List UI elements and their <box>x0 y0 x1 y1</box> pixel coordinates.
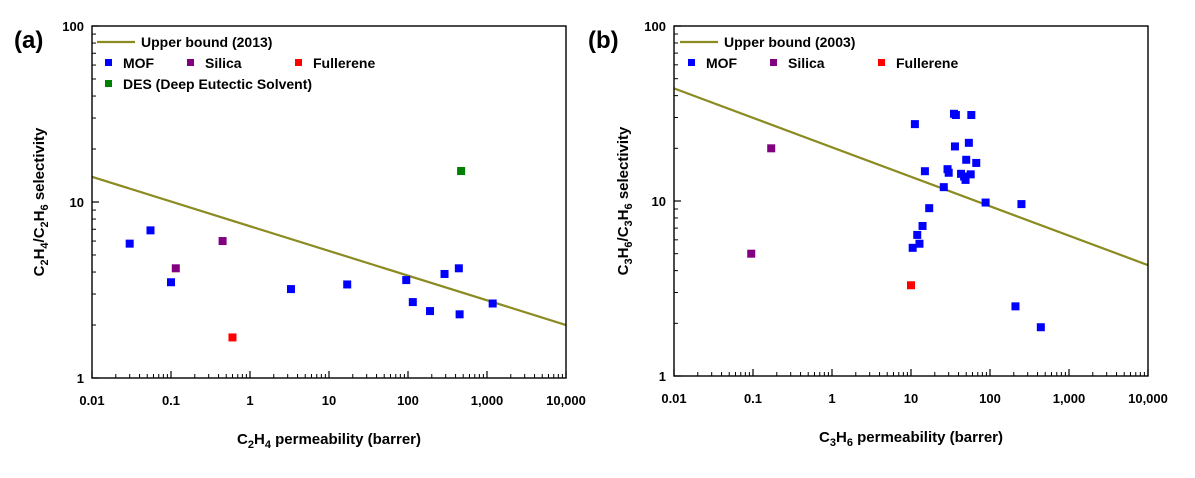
x-tick-label: 1 <box>828 391 835 406</box>
mof-data-point <box>455 310 464 319</box>
x-axis-label-b: C3H6 permeability (barrer) <box>819 429 1003 449</box>
legend-label-silica: Silica <box>788 55 825 71</box>
mof-data-point <box>972 158 981 167</box>
x-tick-label: 10 <box>322 393 336 408</box>
legend-b: Upper bound (2003) MOF Silica Fullerene <box>680 34 958 71</box>
silica-data-point <box>767 144 776 153</box>
mof-data-point <box>1017 200 1026 209</box>
mof-data-point <box>343 280 352 289</box>
x-tick-label: 0.1 <box>162 393 180 408</box>
x-tick-label: 0.01 <box>79 393 104 408</box>
mof-data-point <box>146 226 155 235</box>
mof-data-point <box>910 120 919 129</box>
legend-swatch-fullerene <box>295 59 302 66</box>
mof-data-point <box>1011 302 1020 311</box>
silica-data-point <box>747 249 756 258</box>
upper-bound-line-b <box>673 87 1149 267</box>
mof-data-point <box>962 155 971 164</box>
mof-data-point <box>964 138 973 147</box>
panel-a-label: (a) <box>14 27 43 54</box>
x-tick-label: 10,000 <box>546 393 586 408</box>
mof-data-point <box>454 264 463 273</box>
y-tick-label: 1 <box>659 369 666 384</box>
x-tick-label: 0.01 <box>661 391 686 406</box>
mof-data-point <box>125 239 134 248</box>
mof-data-point <box>915 239 924 248</box>
legend-label-mof: MOF <box>706 55 738 71</box>
mof-data-point <box>426 307 435 316</box>
legend-swatch-mof <box>688 59 695 66</box>
y-axis-label-a: C2H4/C2H6 selectivity <box>31 127 51 276</box>
mof-data-point <box>981 198 990 207</box>
mof-data-point <box>408 298 417 307</box>
silica-data-point <box>171 264 180 273</box>
mof-data-point <box>967 111 976 120</box>
mof-data-point <box>920 167 929 176</box>
legend-swatch-silica <box>187 59 194 66</box>
y-tick-label: 10 <box>70 195 84 210</box>
silica-data-point <box>218 237 227 246</box>
panel-b-label: (b) <box>588 27 619 54</box>
legend-upper-bound-label-a: Upper bound (2013) <box>141 34 272 50</box>
x-tick-label: 1 <box>246 393 253 408</box>
mof-data-point <box>925 204 934 213</box>
legend-label-des: DES (Deep Eutectic Solvent) <box>123 76 312 92</box>
legend-swatch-fullerene <box>878 59 885 66</box>
panel-a: (a) 0.01 0.1 1 10 100 1,000 10,000 1 10 100 Upper… <box>14 19 586 451</box>
plot-frame-b <box>673 25 1149 377</box>
mof-data-point <box>913 230 922 239</box>
x-tick-label: 10,000 <box>1128 391 1168 406</box>
y-tick-label: 10 <box>652 194 666 209</box>
legend-swatch-silica <box>770 59 777 66</box>
mof-data-point <box>918 221 927 230</box>
panel-b: (b) 0.01 0.1 1 10 100 1,000 10,000 1 10 100 Upper… <box>588 19 1168 449</box>
x-tick-label: 0.1 <box>744 391 762 406</box>
x-tick-label: 100 <box>979 391 1001 406</box>
fullerene-data-point <box>228 333 237 342</box>
mof-data-point <box>939 183 948 192</box>
y-tick-label: 100 <box>644 19 666 34</box>
legend-swatch-des <box>105 80 112 87</box>
x-tick-label: 1,000 <box>1053 391 1086 406</box>
mof-data-point <box>951 111 960 120</box>
x-tick-label: 10 <box>904 391 918 406</box>
legend-label-fullerene: Fullerene <box>896 55 958 71</box>
legend-label-silica: Silica <box>205 55 242 71</box>
mof-data-point <box>944 168 953 177</box>
mof-data-point <box>908 243 917 252</box>
x-tick-label: 1,000 <box>471 393 504 408</box>
x-tick-label: 100 <box>397 393 419 408</box>
fullerene-data-point <box>907 281 915 290</box>
legend-swatch-mof <box>105 59 112 66</box>
legend-upper-bound-label-b: Upper bound (2003) <box>724 34 855 50</box>
mof-data-point <box>961 175 970 184</box>
mof-data-point <box>950 142 959 151</box>
x-axis-label-a: C2H4 permeability (barrer) <box>237 431 421 451</box>
y-tick-label: 1 <box>77 371 84 386</box>
legend-label-mof: MOF <box>123 55 155 71</box>
mof-data-point <box>402 276 411 285</box>
mof-data-point <box>286 285 295 294</box>
legend-label-fullerene: Fullerene <box>313 55 375 71</box>
mof-data-point <box>167 278 175 287</box>
mof-data-point <box>488 299 497 308</box>
legend-a: Upper bound (2013) MOF Silica FullereneDES… <box>97 34 375 92</box>
des-data-point <box>457 167 466 176</box>
y-axis-label-b: C3H6/C3H6 selectivity <box>615 126 635 275</box>
upper-bound-line-a <box>91 175 567 327</box>
mof-data-point <box>440 269 449 278</box>
mof-data-point <box>1036 323 1045 332</box>
y-tick-label: 100 <box>62 19 84 34</box>
mof-data-point <box>966 170 975 179</box>
